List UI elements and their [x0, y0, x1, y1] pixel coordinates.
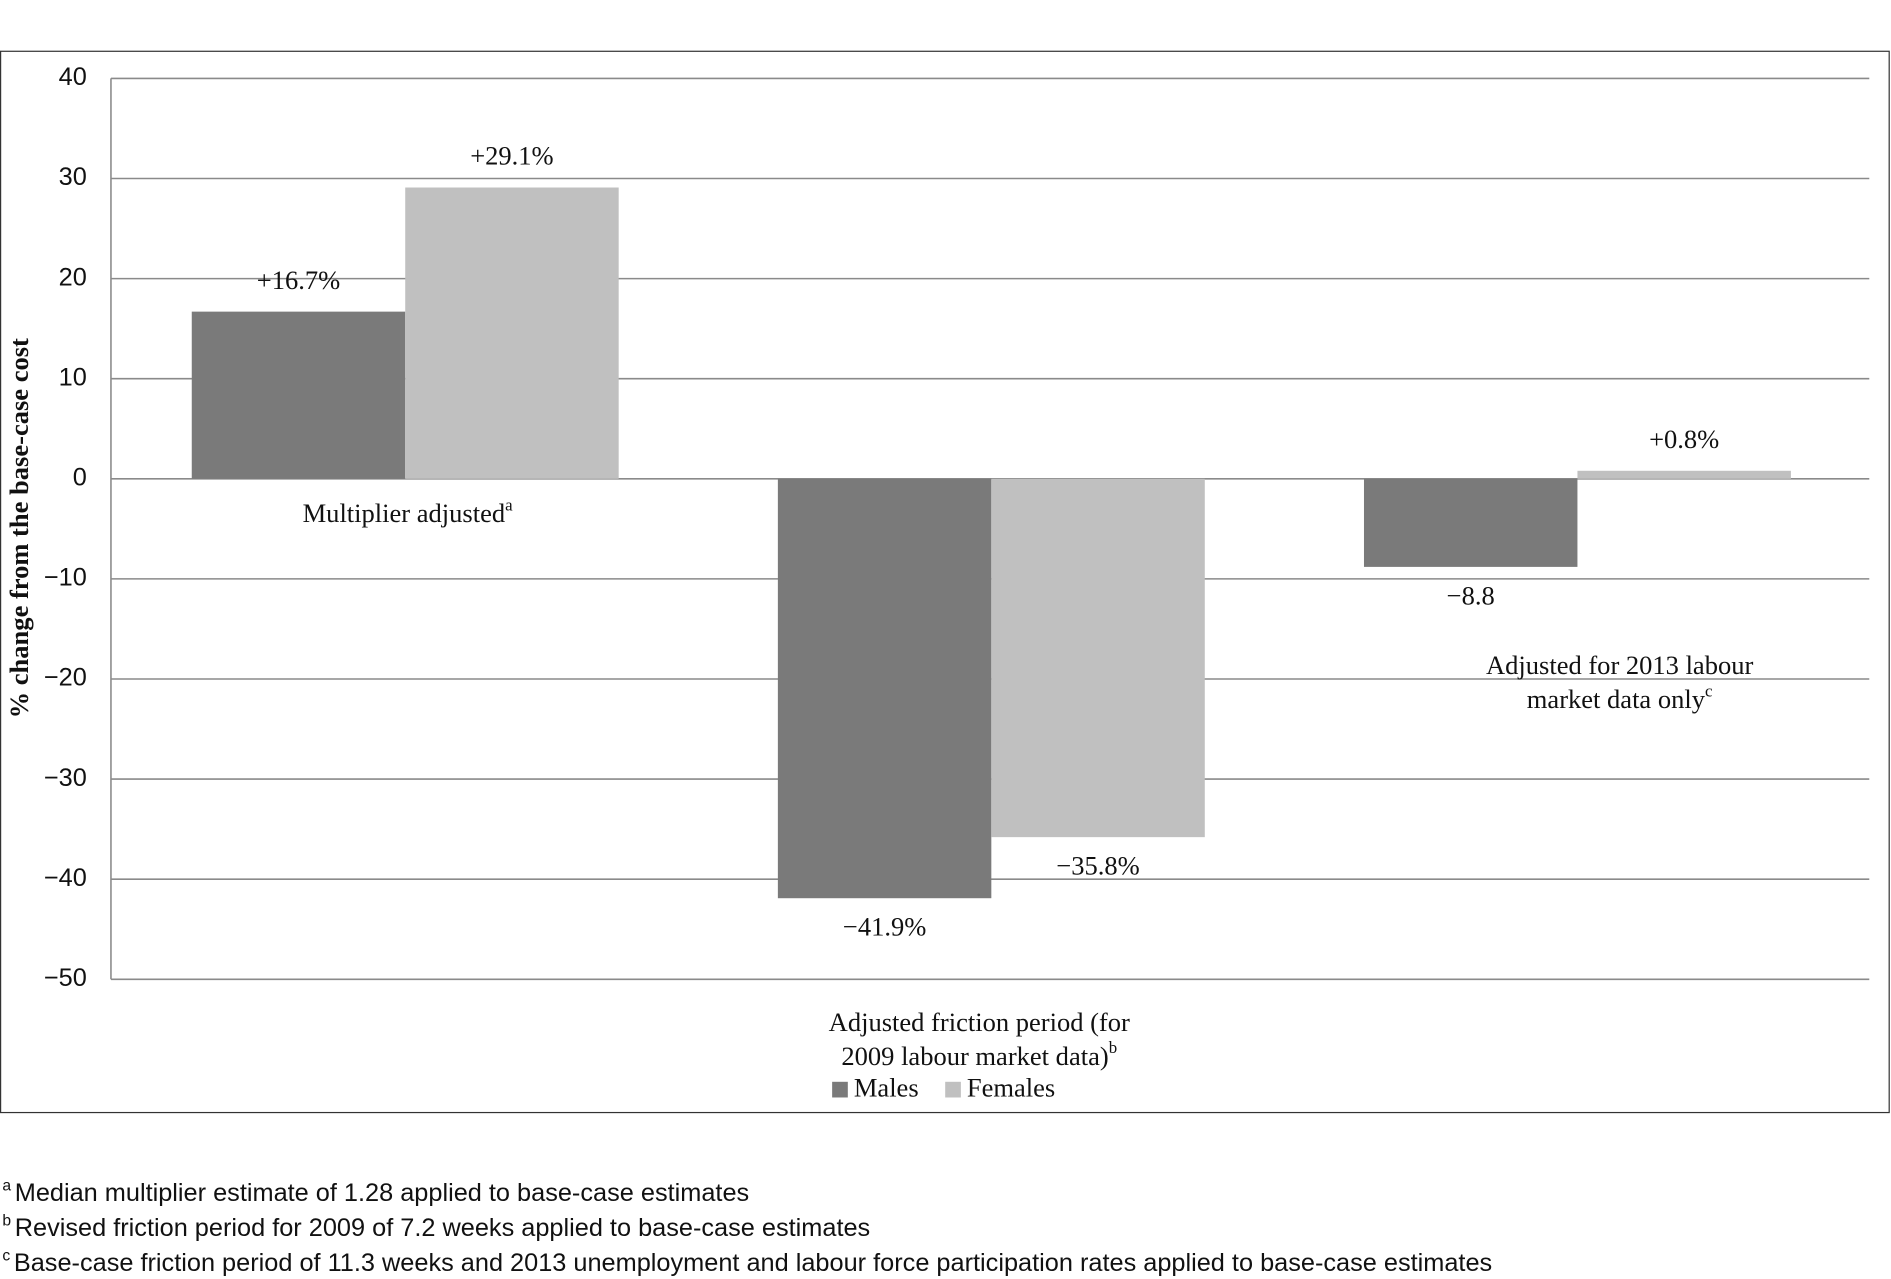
- footnote: b Revised friction period for 2009 of 7.2…: [2, 1213, 870, 1242]
- category-label-text: Adjusted friction period (for: [829, 1007, 1130, 1037]
- bar: [405, 187, 619, 479]
- data-label: +0.8%: [1649, 424, 1719, 454]
- bar: [1577, 470, 1791, 479]
- y-tick-label: −20: [44, 664, 87, 692]
- category-label: Adjusted friction period (for: [829, 1007, 1130, 1037]
- category-note: a: [505, 495, 513, 514]
- bar: [777, 478, 992, 899]
- bar: [991, 478, 1205, 838]
- y-axis-title: % change from the base-case cost: [4, 338, 34, 718]
- y-tick-label: 30: [59, 163, 87, 191]
- y-tick-label: −40: [44, 864, 87, 892]
- bar: [1363, 478, 1578, 567]
- category-note: c: [1705, 681, 1713, 700]
- category-label-text: Adjusted for 2013 labour: [1486, 650, 1753, 680]
- data-label: −8.8: [1447, 580, 1495, 610]
- category-label-text: market data only: [1527, 684, 1706, 714]
- legend-label: Males: [854, 1072, 919, 1102]
- data-label: +16.7%: [257, 265, 340, 295]
- category-note: b: [1109, 1038, 1117, 1057]
- y-tick-label: 20: [59, 263, 87, 291]
- footnote-mark: a: [2, 1178, 11, 1195]
- category-label: market data onlyc: [1527, 681, 1713, 714]
- bar: [191, 311, 406, 479]
- y-tick-label: −30: [44, 764, 87, 792]
- category-label-text: Multiplier adjusted: [303, 498, 506, 528]
- y-tick-label: 0: [73, 463, 87, 491]
- y-tick-label: 10: [59, 363, 87, 391]
- data-label: −41.9%: [843, 912, 926, 942]
- category-label: Adjusted for 2013 labour: [1486, 650, 1753, 680]
- footnote: a Median multiplier estimate of 1.28 appl…: [2, 1178, 749, 1207]
- legend-label: Females: [967, 1072, 1055, 1102]
- legend-swatch: [832, 1081, 848, 1098]
- y-tick-label: −10: [44, 564, 87, 592]
- footnote-text: Base-case friction period of 11.3 weeks …: [14, 1249, 1492, 1277]
- category-label-text: 2009 labour market data): [841, 1041, 1108, 1071]
- chart-frame: [0, 50, 1890, 1114]
- footnote-text: Revised friction period for 2009 of 7.2 …: [15, 1214, 870, 1242]
- y-tick-label: −50: [44, 964, 87, 992]
- data-label: +29.1%: [470, 141, 553, 171]
- footnote-text: Median multiplier estimate of 1.28 appli…: [15, 1179, 749, 1207]
- data-label: −35.8%: [1056, 851, 1139, 881]
- legend-swatch: [945, 1081, 961, 1098]
- y-tick-label: 40: [59, 63, 87, 91]
- category-label: 2009 labour market data)b: [841, 1038, 1117, 1071]
- category-label: Multiplier adjusteda: [303, 495, 514, 528]
- footnote-mark: b: [2, 1213, 11, 1230]
- footnote-mark: c: [2, 1248, 10, 1265]
- footnote: c Base-case friction period of 11.3 weeks…: [2, 1248, 1492, 1277]
